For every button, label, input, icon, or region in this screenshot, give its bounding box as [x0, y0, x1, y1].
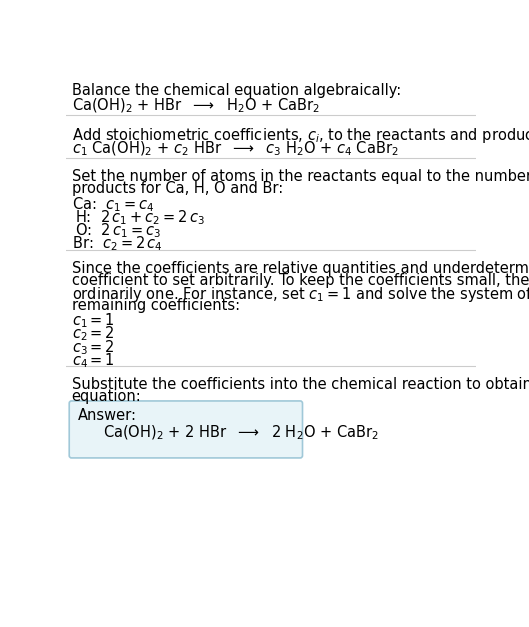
Text: ordinarily one. For instance, set $c_1 = 1$ and solve the system of equations fo: ordinarily one. For instance, set $c_1 =… [71, 285, 529, 305]
Text: equation:: equation: [71, 389, 141, 404]
Text: products for Ca, H, O and Br:: products for Ca, H, O and Br: [71, 181, 283, 196]
Text: $c_1 = 1$: $c_1 = 1$ [71, 312, 114, 330]
Text: $c_2 = 2$: $c_2 = 2$ [71, 325, 114, 344]
Text: Ca(OH)$_2$ + HBr  $\longrightarrow$  H$_2$O + CaBr$_2$: Ca(OH)$_2$ + HBr $\longrightarrow$ H$_2$… [71, 97, 320, 115]
FancyBboxPatch shape [69, 401, 303, 458]
Text: Since the coefficients are relative quantities and underdetermined, choose a: Since the coefficients are relative quan… [71, 261, 529, 276]
Text: Ca(OH)$_2$ + 2 HBr  $\longrightarrow$  2 H$_2$O + CaBr$_2$: Ca(OH)$_2$ + 2 HBr $\longrightarrow$ 2 H… [103, 423, 378, 441]
Text: Add stoichiometric coefficients, $c_i$, to the reactants and products:: Add stoichiometric coefficients, $c_i$, … [71, 126, 529, 145]
Text: Answer:: Answer: [78, 408, 137, 423]
Text: Ca:  $c_1 = c_4$: Ca: $c_1 = c_4$ [71, 196, 154, 214]
Text: Balance the chemical equation algebraically:: Balance the chemical equation algebraica… [71, 83, 401, 98]
Text: Set the number of atoms in the reactants equal to the number of atoms in the: Set the number of atoms in the reactants… [71, 169, 529, 184]
Text: Substitute the coefficients into the chemical reaction to obtain the balanced: Substitute the coefficients into the che… [71, 377, 529, 392]
Text: coefficient to set arbitrarily. To keep the coefficients small, the arbitrary va: coefficient to set arbitrarily. To keep … [71, 273, 529, 288]
Text: $c_4 = 1$: $c_4 = 1$ [71, 351, 114, 369]
Text: $c_1$ Ca(OH)$_2$ + $c_2$ HBr  $\longrightarrow$  $c_3$ H$_2$O + $c_4$ CaBr$_2$: $c_1$ Ca(OH)$_2$ + $c_2$ HBr $\longright… [71, 140, 398, 159]
Text: O:  $2\,c_1 = c_3$: O: $2\,c_1 = c_3$ [76, 221, 161, 240]
Text: $c_3 = 2$: $c_3 = 2$ [71, 338, 114, 357]
Text: remaining coefficients:: remaining coefficients: [71, 298, 240, 313]
Text: Br:  $c_2 = 2\,c_4$: Br: $c_2 = 2\,c_4$ [71, 234, 162, 253]
Text: H:  $2\,c_1 + c_2 = 2\,c_3$: H: $2\,c_1 + c_2 = 2\,c_3$ [76, 208, 206, 227]
